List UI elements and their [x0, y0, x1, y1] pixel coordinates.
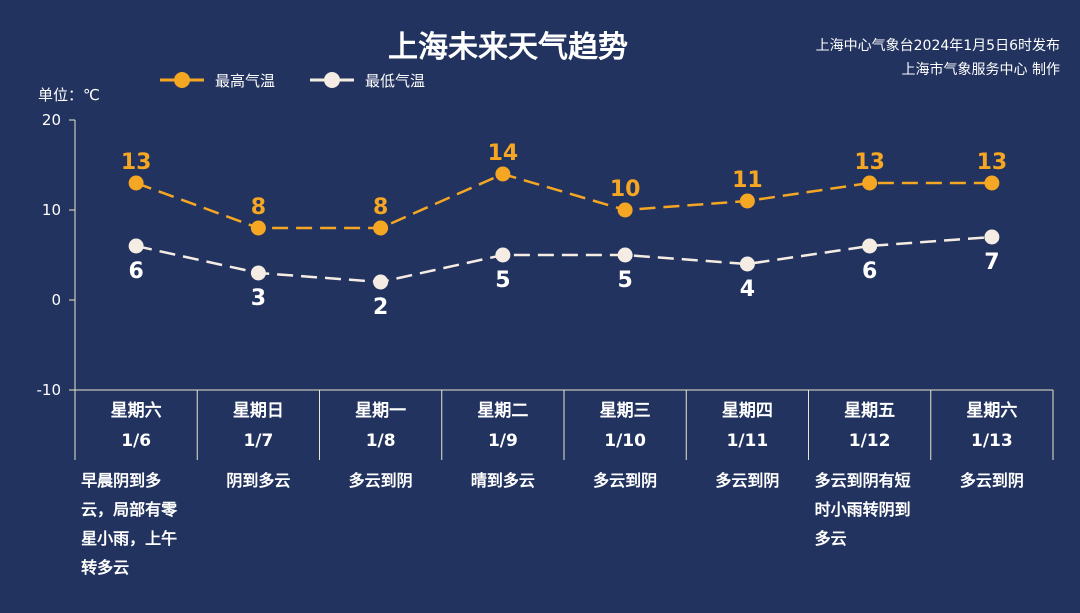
low-temp-point	[128, 238, 144, 254]
y-tick-label: 20	[42, 111, 61, 129]
legend-low-label: 最低气温	[365, 72, 425, 90]
date-label: 1/10	[604, 431, 646, 451]
high-temp-label: 14	[488, 141, 519, 166]
day-cell: 星期二 1/9	[443, 396, 563, 456]
weather-description: 早晨阴到多云，局部有零星小雨，上午转多云	[81, 471, 178, 577]
y-tick-label: 10	[42, 201, 61, 219]
low-temp-point	[495, 247, 511, 263]
issuer-line-2: 上海市气象服务中心 制作	[901, 62, 1060, 78]
high-temp-point	[739, 193, 755, 209]
legend-high-label: 最高气温	[215, 72, 275, 90]
low-temp-point	[862, 238, 878, 254]
low-temp-label: 5	[495, 268, 510, 293]
date-label: 1/11	[726, 431, 769, 451]
high-temp-label: 8	[373, 195, 388, 220]
y-tick-label: 0	[51, 291, 61, 309]
high-temp-label: 13	[854, 150, 885, 175]
high-temp-point	[128, 175, 144, 191]
date-label: 1/13	[971, 431, 1013, 451]
low-temp-label: 6	[862, 259, 877, 284]
date-label: 1/8	[365, 431, 396, 451]
high-temp-point	[495, 166, 511, 182]
high-temp-point	[862, 175, 878, 191]
day-cell: 星期六 1/13	[932, 396, 1052, 456]
issuer-info: 上海中心气象台2024年1月5日6时发布 上海市气象服务中心 制作	[816, 34, 1060, 82]
low-temp-label: 5	[617, 268, 632, 293]
y-tick-label: -10	[37, 381, 62, 399]
weather-description: 多云到阴	[959, 471, 1024, 490]
weekday-label: 星期日	[232, 401, 284, 421]
low-temp-label: 2	[373, 295, 388, 320]
unit-label: 单位：℃	[38, 86, 100, 104]
high-temp-label: 13	[121, 150, 152, 175]
day-cell: 星期五 1/12	[810, 396, 930, 456]
date-label: 1/12	[848, 431, 891, 451]
high-temp-label: 13	[977, 150, 1008, 175]
weekday-label: 星期五	[844, 401, 896, 421]
issuer-line-1: 上海中心气象台2024年1月5日6时发布	[815, 38, 1060, 54]
weekday-label: 星期四	[721, 401, 773, 421]
high-temp-label: 10	[610, 177, 641, 202]
high-temp-point	[617, 202, 633, 218]
weekday-label: 星期一	[355, 401, 407, 421]
day-cell: 星期日 1/7	[198, 396, 318, 456]
weather-description: 多云到阴	[715, 471, 780, 490]
weekday-label: 星期二	[477, 401, 529, 421]
weekday-label: 星期六	[966, 401, 1018, 421]
day-cell: 星期四 1/11	[687, 396, 807, 456]
day-cell: 星期六 1/6	[76, 396, 196, 456]
weather-description: 阴到多云	[226, 471, 291, 490]
low-temp-point	[250, 265, 266, 281]
low-temp-point	[373, 274, 389, 290]
weekday-label: 星期六	[110, 401, 162, 421]
high-temp-point	[250, 220, 266, 236]
low-temp-line	[135, 235, 992, 284]
day-cell: 星期一 1/8	[321, 396, 441, 456]
high-temp-label: 8	[251, 195, 266, 220]
weather-description: 多云到阴有短时小雨转阴到多云	[814, 471, 911, 548]
high-temp-point	[373, 220, 389, 236]
legend-high-marker	[174, 72, 190, 88]
weather-description: 多云到阴	[593, 471, 658, 490]
date-label: 1/7	[243, 431, 274, 451]
high-temp-line	[135, 172, 992, 230]
weekday-label: 星期三	[599, 401, 651, 421]
date-label: 1/6	[121, 431, 152, 451]
low-temp-label: 4	[740, 277, 755, 302]
low-temp-label: 6	[128, 259, 143, 284]
chart-title: 上海未来天气趋势	[388, 30, 628, 65]
low-temp-point	[617, 247, 633, 263]
low-temp-point	[739, 256, 755, 272]
date-label: 1/9	[487, 431, 518, 451]
low-temp-point	[984, 229, 1000, 245]
low-temp-label: 3	[251, 286, 266, 311]
low-temp-label: 7	[984, 250, 999, 275]
high-temp-point	[984, 175, 1000, 191]
high-temp-label: 11	[732, 168, 763, 193]
weather-description: 晴到多云	[470, 471, 535, 490]
weather-description: 多云到阴	[348, 471, 413, 490]
day-cell: 星期三 1/10	[565, 396, 685, 456]
legend-low-marker	[324, 72, 340, 88]
